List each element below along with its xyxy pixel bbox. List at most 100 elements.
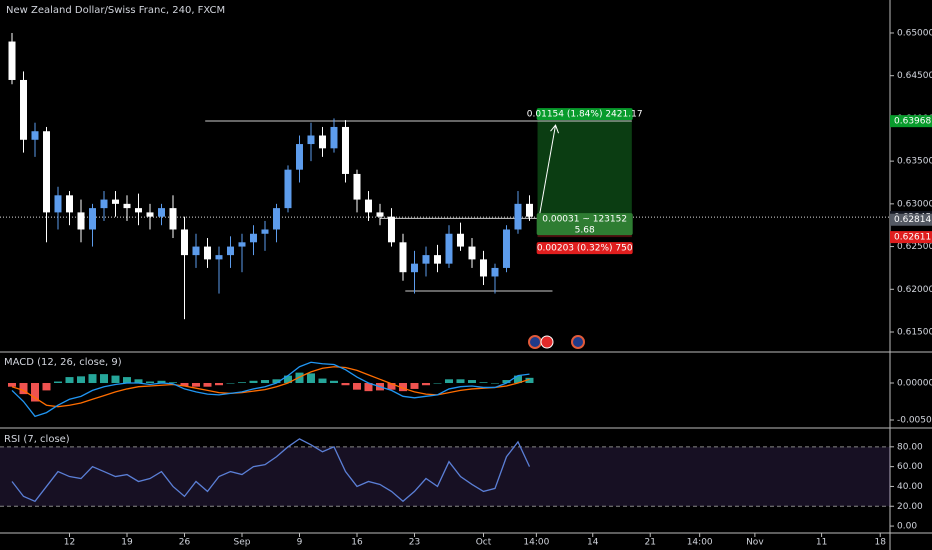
x-tick-label: 21 — [645, 538, 656, 548]
macd-histogram — [88, 374, 97, 384]
candle-body — [215, 255, 223, 260]
macd-line — [11, 361, 530, 418]
x-tick-label: 12 — [64, 538, 75, 548]
macd-histogram — [99, 374, 108, 384]
y-tick-label: 0.63500 — [897, 157, 932, 167]
macd-histogram — [214, 383, 223, 386]
event-icons[interactable] — [528, 335, 585, 349]
x-tick-label: Oct — [476, 538, 492, 548]
event-icon[interactable] — [528, 335, 542, 349]
candle-body — [111, 199, 119, 204]
candle-body — [307, 135, 315, 145]
macd-histogram — [467, 380, 476, 384]
price-label: 0.62814 — [894, 215, 931, 225]
arrow-head — [550, 124, 560, 134]
stats-label-box — [536, 213, 633, 236]
macd-histogram — [398, 383, 407, 392]
macd-histogram — [525, 377, 534, 384]
macd-histogram — [341, 383, 350, 386]
rsi-band — [0, 446, 890, 507]
candle-body — [192, 246, 200, 256]
price-label-box — [890, 213, 932, 226]
candle-body — [238, 242, 246, 247]
candle-body — [399, 242, 407, 273]
stop-label-box — [536, 242, 633, 255]
macd-histogram — [42, 383, 51, 391]
target-zone — [537, 121, 632, 218]
price-label-box — [890, 115, 932, 128]
candle-body — [203, 246, 211, 260]
candle-body — [284, 169, 292, 209]
x-tick-label: 14 — [587, 538, 599, 548]
candle-body — [100, 199, 108, 209]
candle-body — [146, 212, 154, 217]
macd-histogram — [260, 380, 269, 384]
candle-body — [318, 135, 326, 149]
candle-body — [456, 233, 464, 247]
macd-histogram — [410, 383, 419, 389]
macd-histogram — [65, 377, 74, 384]
macd-histogram — [444, 379, 453, 384]
x-tick-label: 18 — [874, 538, 886, 548]
candle-body — [330, 126, 338, 149]
stop-label: 0.00203 (0.32%) 750 — [537, 244, 633, 254]
candle-body — [341, 126, 349, 174]
macd-histogram — [122, 377, 131, 384]
macd-histogram — [191, 383, 200, 387]
event-icon[interactable] — [571, 335, 585, 349]
rsi-label: RSI (7, close) — [4, 434, 70, 445]
candle-body — [445, 233, 453, 264]
macd-histogram — [145, 381, 154, 384]
candle-body — [422, 255, 430, 264]
x-tick-label: 19 — [121, 538, 133, 548]
y-tick-label: 0.63000 — [897, 199, 932, 209]
macd-histogram — [490, 383, 499, 384]
macd-histogram — [329, 380, 338, 384]
macd-histogram — [433, 383, 442, 384]
y-tick-label: 80.00 — [897, 442, 923, 452]
y-tick-label: 0.62000 — [897, 285, 932, 295]
candle-body — [31, 131, 39, 140]
macd-histogram — [134, 379, 143, 384]
y-tick-label: 60.00 — [897, 462, 923, 472]
macd-histogram — [283, 375, 292, 384]
x-tick-label: 23 — [409, 538, 420, 548]
y-tick-label: 0.64500 — [897, 71, 932, 81]
x-tick-label: 16 — [351, 538, 363, 548]
macd-histogram — [295, 372, 304, 384]
macd-histogram — [387, 383, 396, 390]
candle-body — [410, 263, 418, 273]
macd-histogram — [318, 378, 327, 384]
macd-histogram — [53, 381, 62, 384]
candle-body — [272, 208, 280, 230]
macd-histogram — [237, 382, 246, 384]
price-label: 0.63968 — [894, 117, 931, 127]
arrow — [539, 125, 557, 216]
event-icon[interactable] — [540, 335, 554, 349]
macd-histogram — [203, 383, 212, 387]
candle-body — [468, 246, 476, 260]
y-tick-label: 0.62500 — [897, 242, 932, 252]
signal-line — [11, 366, 530, 408]
candle-body — [77, 212, 85, 230]
stats-label-2: 5.68 — [575, 226, 595, 236]
candle-body — [180, 229, 188, 256]
candle-body — [353, 173, 361, 200]
candle-body — [169, 208, 177, 230]
y-tick-label: 20.00 — [897, 502, 923, 512]
x-tick-label: 26 — [179, 538, 191, 548]
candle-body — [8, 41, 16, 80]
macd-histogram — [226, 383, 235, 384]
macd-histogram — [157, 380, 166, 384]
candle-body — [134, 208, 142, 213]
macd-histogram — [364, 383, 373, 392]
candle-body — [157, 208, 165, 217]
macd-histogram — [168, 382, 177, 384]
candle-body — [65, 195, 73, 213]
macd-histogram — [111, 375, 120, 384]
candle-body — [433, 255, 441, 264]
candle-body — [364, 199, 372, 213]
y-tick-label: 0.00 — [897, 522, 917, 532]
